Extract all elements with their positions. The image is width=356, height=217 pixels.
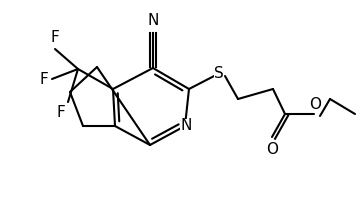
Text: S: S bbox=[214, 66, 224, 82]
Text: O: O bbox=[266, 142, 278, 157]
Text: F: F bbox=[51, 30, 59, 45]
Text: F: F bbox=[56, 105, 65, 120]
Text: N: N bbox=[180, 118, 192, 133]
Text: O: O bbox=[309, 97, 321, 112]
Text: F: F bbox=[39, 71, 48, 87]
Text: N: N bbox=[147, 13, 159, 28]
